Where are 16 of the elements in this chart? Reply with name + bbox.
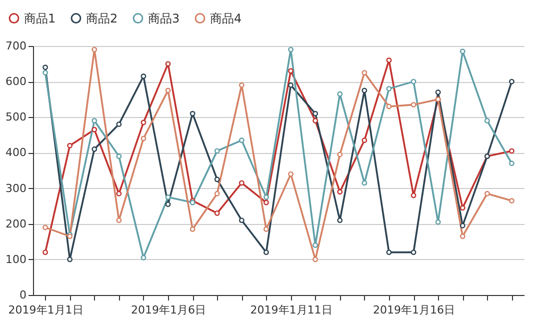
legend-label: 商品2 (86, 11, 118, 26)
y-tick-label: 0 (20, 288, 26, 302)
y-tick-label: 500 (6, 110, 26, 124)
y-tick-label: 400 (6, 146, 26, 160)
x-tick-label: 2019年1月11日 (250, 304, 332, 316)
legend-label: 商品1 (24, 11, 56, 26)
x-tick-label: 2019年1月1日 (8, 304, 84, 316)
y-tick-label: 200 (6, 217, 26, 230)
y-tick-label: 300 (6, 182, 26, 195)
y-tick-label: 100 (6, 252, 26, 266)
x-tick-label: 2019年1月6日 (131, 304, 206, 316)
y-tick-label: 600 (6, 75, 26, 88)
y-tick-label: 700 (6, 40, 26, 52)
legend-label: 商品3 (148, 11, 180, 26)
legend-label: 商品4 (210, 11, 242, 26)
x-tick-label: 2019年1月16日 (373, 304, 456, 316)
